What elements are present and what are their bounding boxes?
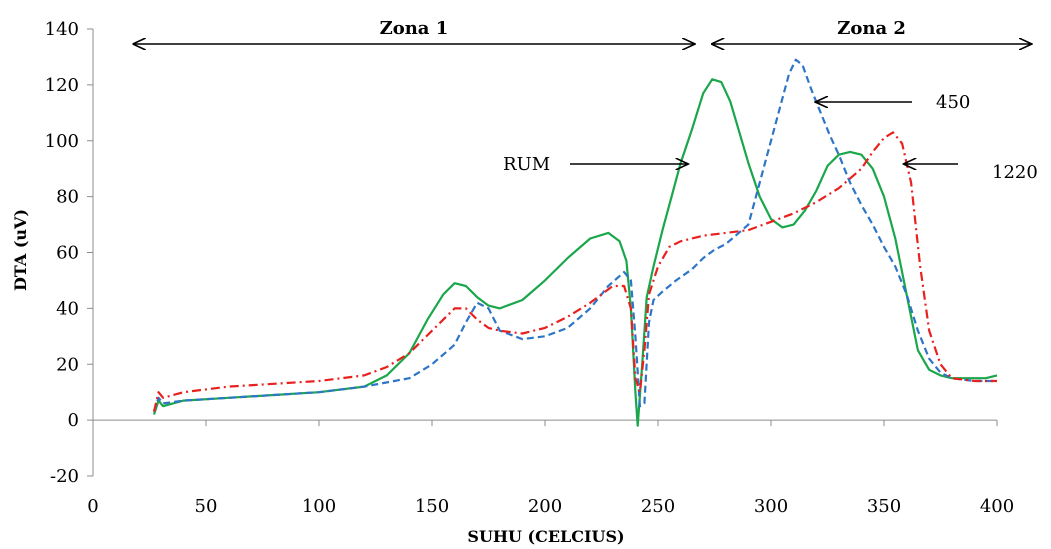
annotation-label-1: RUM bbox=[503, 154, 550, 175]
annotation-label-3: 1220 bbox=[992, 162, 1038, 183]
y-tick-label: 20 bbox=[56, 354, 79, 375]
x-tick-label: 400 bbox=[980, 496, 1014, 517]
zones-group: Zona 1 Zona 2 bbox=[134, 18, 1031, 44]
x-tick-label: 50 bbox=[195, 496, 218, 517]
y-axis-ticks: -20 0 20 40 60 80 100 120 140 bbox=[45, 19, 93, 487]
x-axis-ticks: 0 50 100 150 200 250 300 350 400 bbox=[87, 420, 1014, 517]
annotation-label-2: 450 bbox=[936, 92, 970, 113]
zone-label-2: Zona 2 bbox=[837, 18, 906, 39]
axes bbox=[92, 29, 997, 476]
x-axis-title: SUHU (CELCIUS) bbox=[467, 527, 624, 546]
x-tick-label: 100 bbox=[302, 496, 336, 517]
y-tick-label: 100 bbox=[45, 131, 79, 152]
y-tick-label: 80 bbox=[56, 187, 79, 208]
series-line-dashdot bbox=[152, 131, 997, 412]
y-axis-title: DTA (uV) bbox=[11, 209, 30, 291]
y-tick-label: 0 bbox=[68, 410, 79, 431]
y-tick-label: -20 bbox=[50, 466, 79, 487]
annotations-group: RUM 450 1220 bbox=[503, 92, 1038, 183]
series-line-solid bbox=[152, 78, 998, 427]
series-group bbox=[152, 58, 998, 427]
y-tick-label: 140 bbox=[45, 19, 79, 40]
x-tick-label: 250 bbox=[641, 496, 675, 517]
y-tick-label: 60 bbox=[56, 243, 79, 264]
x-tick-label: 150 bbox=[415, 496, 449, 517]
y-tick-label: 40 bbox=[56, 298, 79, 319]
zone-label-1: Zona 1 bbox=[380, 18, 449, 39]
x-tick-label: 0 bbox=[87, 496, 98, 517]
x-tick-label: 300 bbox=[754, 496, 788, 517]
series-line-dashed bbox=[152, 58, 997, 413]
x-tick-label: 350 bbox=[867, 496, 901, 517]
y-tick-label: 120 bbox=[45, 75, 79, 96]
x-tick-label: 200 bbox=[528, 496, 562, 517]
